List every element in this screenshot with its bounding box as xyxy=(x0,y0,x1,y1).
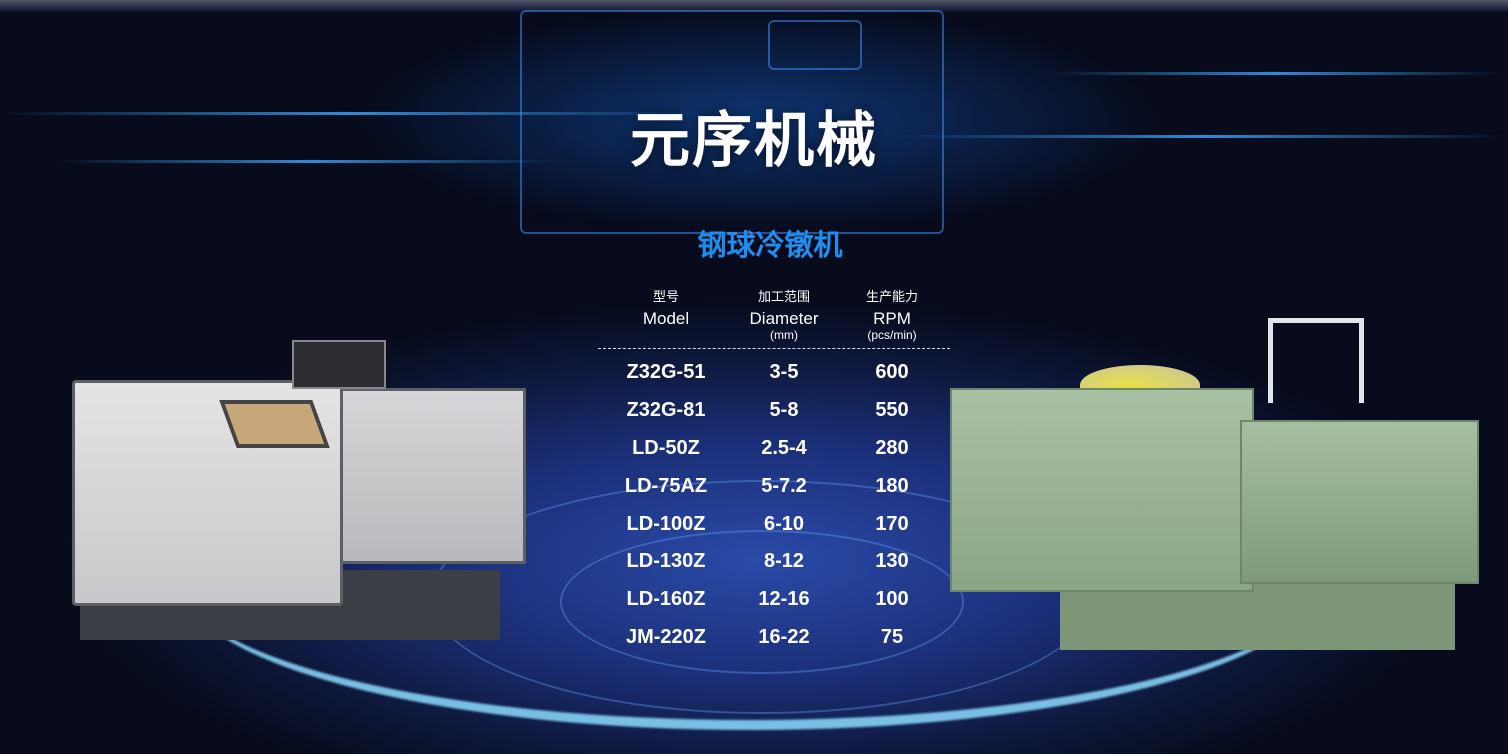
left-machine-control-panel xyxy=(292,340,386,389)
table-row: LD-130Z 8-12 130 xyxy=(598,543,950,581)
model-cell: Z32G-81 xyxy=(626,399,706,422)
rpm-cell: 280 xyxy=(875,436,909,459)
diameter-cell: 5-8 xyxy=(769,399,799,422)
left-machine-window xyxy=(219,400,330,448)
rpm-cell: 75 xyxy=(880,625,904,648)
glowing-arc xyxy=(180,430,1320,730)
diameter-cell: 2.5-4 xyxy=(761,436,807,459)
model-cell: LD-50Z xyxy=(632,436,700,459)
machine-outline-graphic xyxy=(768,20,862,70)
model-cell: Z32G-51 xyxy=(626,361,706,384)
column-unit: (mm) xyxy=(770,328,798,342)
diameter-cell: 16-22 xyxy=(758,625,810,648)
rpm-cell: 550 xyxy=(875,399,909,422)
table-row: Z32G-81 5-8 550 xyxy=(598,392,950,430)
model-cell: LD-100Z xyxy=(626,512,706,535)
column-header-diameter: 加工范围 Diameter (mm) xyxy=(734,284,834,348)
diameter-cell: 5-7.2 xyxy=(761,474,807,497)
right-machine-pipe xyxy=(1268,318,1364,403)
table-row: LD-50Z 2.5-4 280 xyxy=(598,430,950,468)
table-row: JM-220Z 16-22 75 xyxy=(598,619,950,657)
left-machine-cabinet xyxy=(335,388,526,564)
diameter-cell: 8-12 xyxy=(763,550,805,573)
model-cell: JM-220Z xyxy=(625,625,707,648)
light-streak xyxy=(60,160,560,163)
light-streak xyxy=(900,135,1508,138)
machine-outline-graphic xyxy=(520,10,944,234)
right-machine-head xyxy=(1240,420,1479,584)
top-bar xyxy=(0,0,1508,12)
diameter-cell: 3-5 xyxy=(769,361,799,384)
column-header-model: 型号 Model xyxy=(598,284,734,348)
table-row: Z32G-51 3-5 600 xyxy=(598,354,950,392)
background-glow xyxy=(0,0,1508,260)
column-en-label: Model xyxy=(642,309,690,328)
column-cn-label: 生产能力 xyxy=(865,289,918,304)
product-category-title: 钢球冷镦机 xyxy=(697,230,843,262)
column-header-rpm: 生产能力 RPM (pcs/min) xyxy=(834,284,950,348)
light-streak xyxy=(1050,72,1500,75)
model-cell: LD-130Z xyxy=(626,550,706,573)
rpm-cell: 130 xyxy=(875,550,909,573)
rpm-cell: 180 xyxy=(875,474,909,497)
column-cn-label: 加工范围 xyxy=(757,289,810,304)
table-row: LD-75AZ 5-7.2 180 xyxy=(598,467,950,505)
column-unit: (pcs/min) xyxy=(867,328,917,342)
right-machine-image xyxy=(950,388,1254,592)
diameter-cell: 12-16 xyxy=(758,588,810,611)
rpm-cell: 170 xyxy=(875,512,909,535)
column-en-label: Diameter xyxy=(749,309,819,328)
column-en-label: RPM xyxy=(873,309,911,328)
column-cn-label: 型号 xyxy=(652,289,679,304)
rpm-cell: 600 xyxy=(875,361,909,384)
light-streak xyxy=(0,112,700,115)
table-row: LD-160Z 12-16 100 xyxy=(598,581,950,619)
page-title: 元序机械 xyxy=(630,107,878,174)
diameter-cell: 6-10 xyxy=(763,512,805,535)
model-cell: LD-75AZ xyxy=(624,474,708,497)
rpm-cell: 100 xyxy=(875,588,909,611)
spec-table-header: 型号 Model 加工范围 Diameter (mm) 生产能力 RPM (pc… xyxy=(598,284,950,349)
table-row: LD-100Z 6-10 170 xyxy=(598,505,950,543)
spec-table: 型号 Model 加工范围 Diameter (mm) 生产能力 RPM (pc… xyxy=(598,284,950,656)
model-cell: LD-160Z xyxy=(626,588,706,611)
